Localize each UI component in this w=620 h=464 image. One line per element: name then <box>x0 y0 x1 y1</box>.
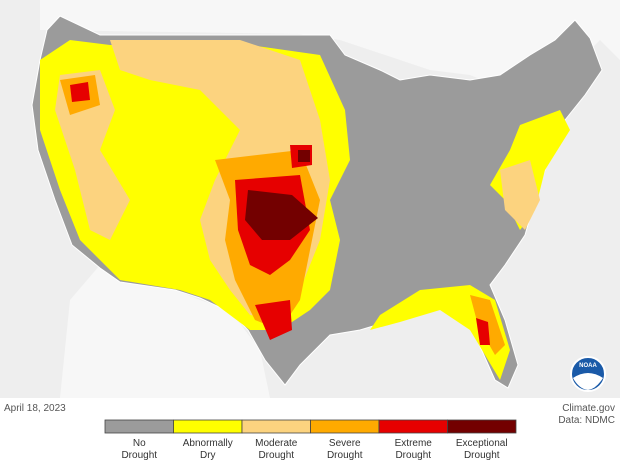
drought-area <box>255 300 292 340</box>
legend-swatch <box>378 419 448 434</box>
legend-swatch <box>241 419 311 434</box>
legend-label: Drought <box>258 450 294 461</box>
date: April 18, 2023 <box>4 403 66 414</box>
legend-label: No <box>133 438 146 449</box>
legend-label: Exceptional <box>456 438 508 449</box>
legend-label: Drought <box>327 450 363 461</box>
drought-area <box>500 160 540 230</box>
source: Data: NDMC <box>558 415 615 426</box>
noaa-logo-text: NOAA <box>579 363 597 369</box>
canada <box>40 0 620 95</box>
legend-label: Drought <box>121 450 157 461</box>
legend-label: Severe <box>329 438 361 449</box>
legend-label: Moderate <box>255 438 298 449</box>
legend-swatch <box>104 419 174 434</box>
drought-area <box>70 82 90 102</box>
drought-area <box>298 150 310 162</box>
drought-area <box>245 190 318 240</box>
legend-label: Drought <box>395 450 431 461</box>
mexico <box>60 265 270 398</box>
legend-label: Drought <box>464 450 500 461</box>
legend-label: Abnormally <box>183 438 233 449</box>
legend: NoDroughtAbnormallyDryModerateDroughtSev… <box>104 419 517 461</box>
drought-area <box>476 318 490 345</box>
legend-label: Extreme <box>395 438 433 449</box>
legend-swatch <box>310 419 380 434</box>
credit: Climate.gov <box>562 403 615 414</box>
noaa-logo-wave <box>573 373 603 390</box>
legend-swatch <box>173 419 243 434</box>
drought-areas <box>40 40 570 380</box>
legend-swatch <box>447 419 517 434</box>
legend-label: Dry <box>200 450 216 461</box>
